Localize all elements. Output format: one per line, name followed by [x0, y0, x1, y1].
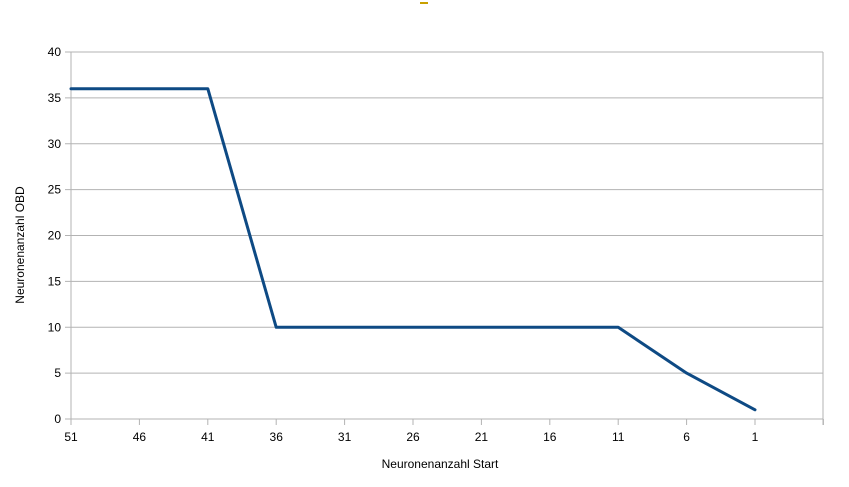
x-tick-label: 1 [752, 430, 759, 444]
x-tick-label: 21 [475, 430, 489, 444]
y-axis-title: Neuronenanzahl OBD [13, 186, 27, 304]
x-tick-label: 46 [133, 430, 147, 444]
x-tick-label: 16 [543, 430, 557, 444]
grid-lines [71, 51, 823, 420]
y-tick-label: 20 [48, 229, 62, 243]
y-tick-label: 25 [48, 183, 62, 197]
axes [70, 52, 824, 425]
top-marker [420, 2, 428, 4]
y-tick-label: 15 [48, 274, 62, 288]
x-tick-label: 51 [64, 430, 78, 444]
y-axis-ticks: 0 5 10 15 20 25 30 35 40 [48, 45, 71, 426]
x-axis-title: Neuronenanzahl Start [382, 457, 499, 471]
x-tick-label: 41 [201, 430, 215, 444]
x-tick-label: 11 [612, 430, 625, 444]
y-tick-label: 5 [54, 366, 61, 380]
y-tick-label: 40 [48, 45, 62, 59]
y-tick-label: 35 [48, 91, 62, 105]
series-line [69, 87, 757, 412]
y-tick-label: 0 [54, 412, 61, 426]
x-tick-label: 31 [338, 430, 352, 444]
series-group [69, 87, 757, 412]
x-tick-label: 36 [270, 430, 284, 444]
x-tick-label: 6 [683, 430, 690, 444]
y-tick-label: 30 [48, 137, 62, 151]
y-tick-label: 10 [48, 320, 62, 334]
x-tick-label: 26 [406, 430, 420, 444]
x-axis-ticks: 51 46 41 36 31 26 21 16 11 6 1 [64, 419, 824, 444]
